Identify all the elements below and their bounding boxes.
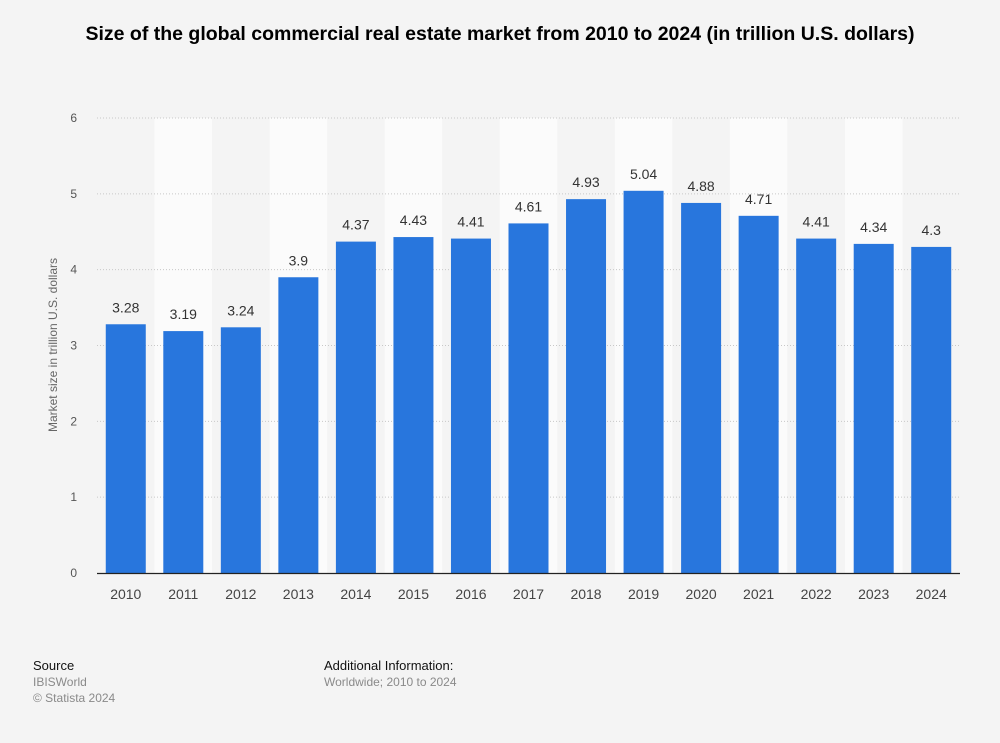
x-tick-label: 2018	[570, 586, 601, 602]
bar-value-label: 4.61	[515, 198, 542, 214]
bar-value-label: 3.19	[170, 306, 197, 322]
bar-value-label: 4.41	[803, 214, 830, 230]
y-tick-label: 0	[70, 566, 77, 580]
bar-2024[interactable]	[911, 246, 952, 573]
source-name[interactable]: IBISWorld	[33, 675, 87, 689]
x-tick-label: 2021	[743, 586, 774, 602]
bar-2022[interactable]	[796, 238, 837, 573]
x-tick-label: 2014	[340, 586, 371, 602]
x-tick-label: 2012	[225, 586, 256, 602]
bar-2010[interactable]	[105, 324, 146, 573]
x-tick-label: 2016	[455, 586, 486, 602]
bar-value-label: 4.71	[745, 191, 772, 207]
bar-value-label: 4.43	[400, 212, 427, 228]
y-tick-label: 4	[70, 263, 77, 277]
bar-2015[interactable]	[393, 237, 434, 573]
y-tick-label: 2	[70, 414, 77, 428]
bar-value-label: 4.37	[342, 217, 369, 233]
chart-title: Size of the global commercial real estat…	[85, 23, 915, 45]
y-axis-label: Market size in trillion U.S. dollars	[46, 258, 60, 432]
x-tick-label: 2015	[398, 586, 429, 602]
y-tick-label: 1	[70, 490, 77, 504]
bar-2012[interactable]	[220, 327, 261, 573]
x-tick-label: 2020	[686, 586, 717, 602]
y-tick-label: 6	[70, 111, 77, 125]
bar-value-label: 3.24	[227, 302, 254, 318]
bar-2016[interactable]	[450, 238, 491, 573]
bar-2011[interactable]	[163, 331, 204, 573]
bar-value-label: 3.9	[289, 252, 309, 268]
source-block: Source IBISWorld © Statista 2024	[33, 658, 115, 706]
x-tick-label: 2013	[283, 586, 314, 602]
additional-info-heading: Additional Information:	[324, 658, 454, 673]
bar-value-label: 5.04	[630, 166, 657, 182]
bar-chart: 0 1 2 3 4 5 6 3.28 3.19 3.24 3.9 4.37 4.43 4.41 4.61 4…	[46, 111, 960, 602]
bar-2017[interactable]	[508, 223, 549, 574]
bar-2018[interactable]	[566, 199, 607, 573]
bar-2021[interactable]	[738, 215, 779, 573]
x-tick-label: 2023	[858, 586, 889, 602]
x-axis-ticks: 2010 2011 2012 2013 2014 2015 2016 2017 2018 2019…	[110, 586, 947, 602]
x-tick-label: 2017	[513, 586, 544, 602]
bar-value-label: 4.3	[921, 222, 941, 238]
bar-value-label: 4.34	[860, 219, 887, 235]
x-tick-label: 2011	[168, 586, 198, 602]
bar-2019[interactable]	[623, 190, 664, 574]
bar-2013[interactable]	[278, 277, 319, 573]
additional-info-text: Worldwide; 2010 to 2024	[324, 675, 457, 689]
bar-2023[interactable]	[853, 243, 894, 573]
bar-value-labels: 3.28 3.19 3.24 3.9 4.37 4.43 4.41 4.61 4.93 5.04 4…	[112, 166, 941, 322]
y-tick-label: 5	[70, 187, 77, 201]
y-tick-label: 3	[70, 339, 77, 353]
bar-2020[interactable]	[681, 202, 722, 573]
x-tick-label: 2024	[916, 586, 947, 602]
bar-value-label: 4.88	[687, 178, 714, 194]
bars	[105, 190, 952, 574]
x-tick-label: 2010	[110, 586, 141, 602]
x-tick-label: 2019	[628, 586, 659, 602]
bar-value-label: 4.41	[457, 214, 484, 230]
y-axis-ticks: 0 1 2 3 4 5 6	[70, 111, 77, 580]
additional-info-block: Additional Information: Worldwide; 2010 …	[324, 658, 457, 690]
copyright: © Statista 2024	[33, 691, 116, 705]
bar-value-label: 4.93	[572, 174, 599, 190]
bar-2014[interactable]	[335, 241, 376, 573]
source-heading: Source	[33, 658, 75, 673]
bar-value-label: 3.28	[112, 299, 139, 315]
x-tick-label: 2022	[801, 586, 832, 602]
